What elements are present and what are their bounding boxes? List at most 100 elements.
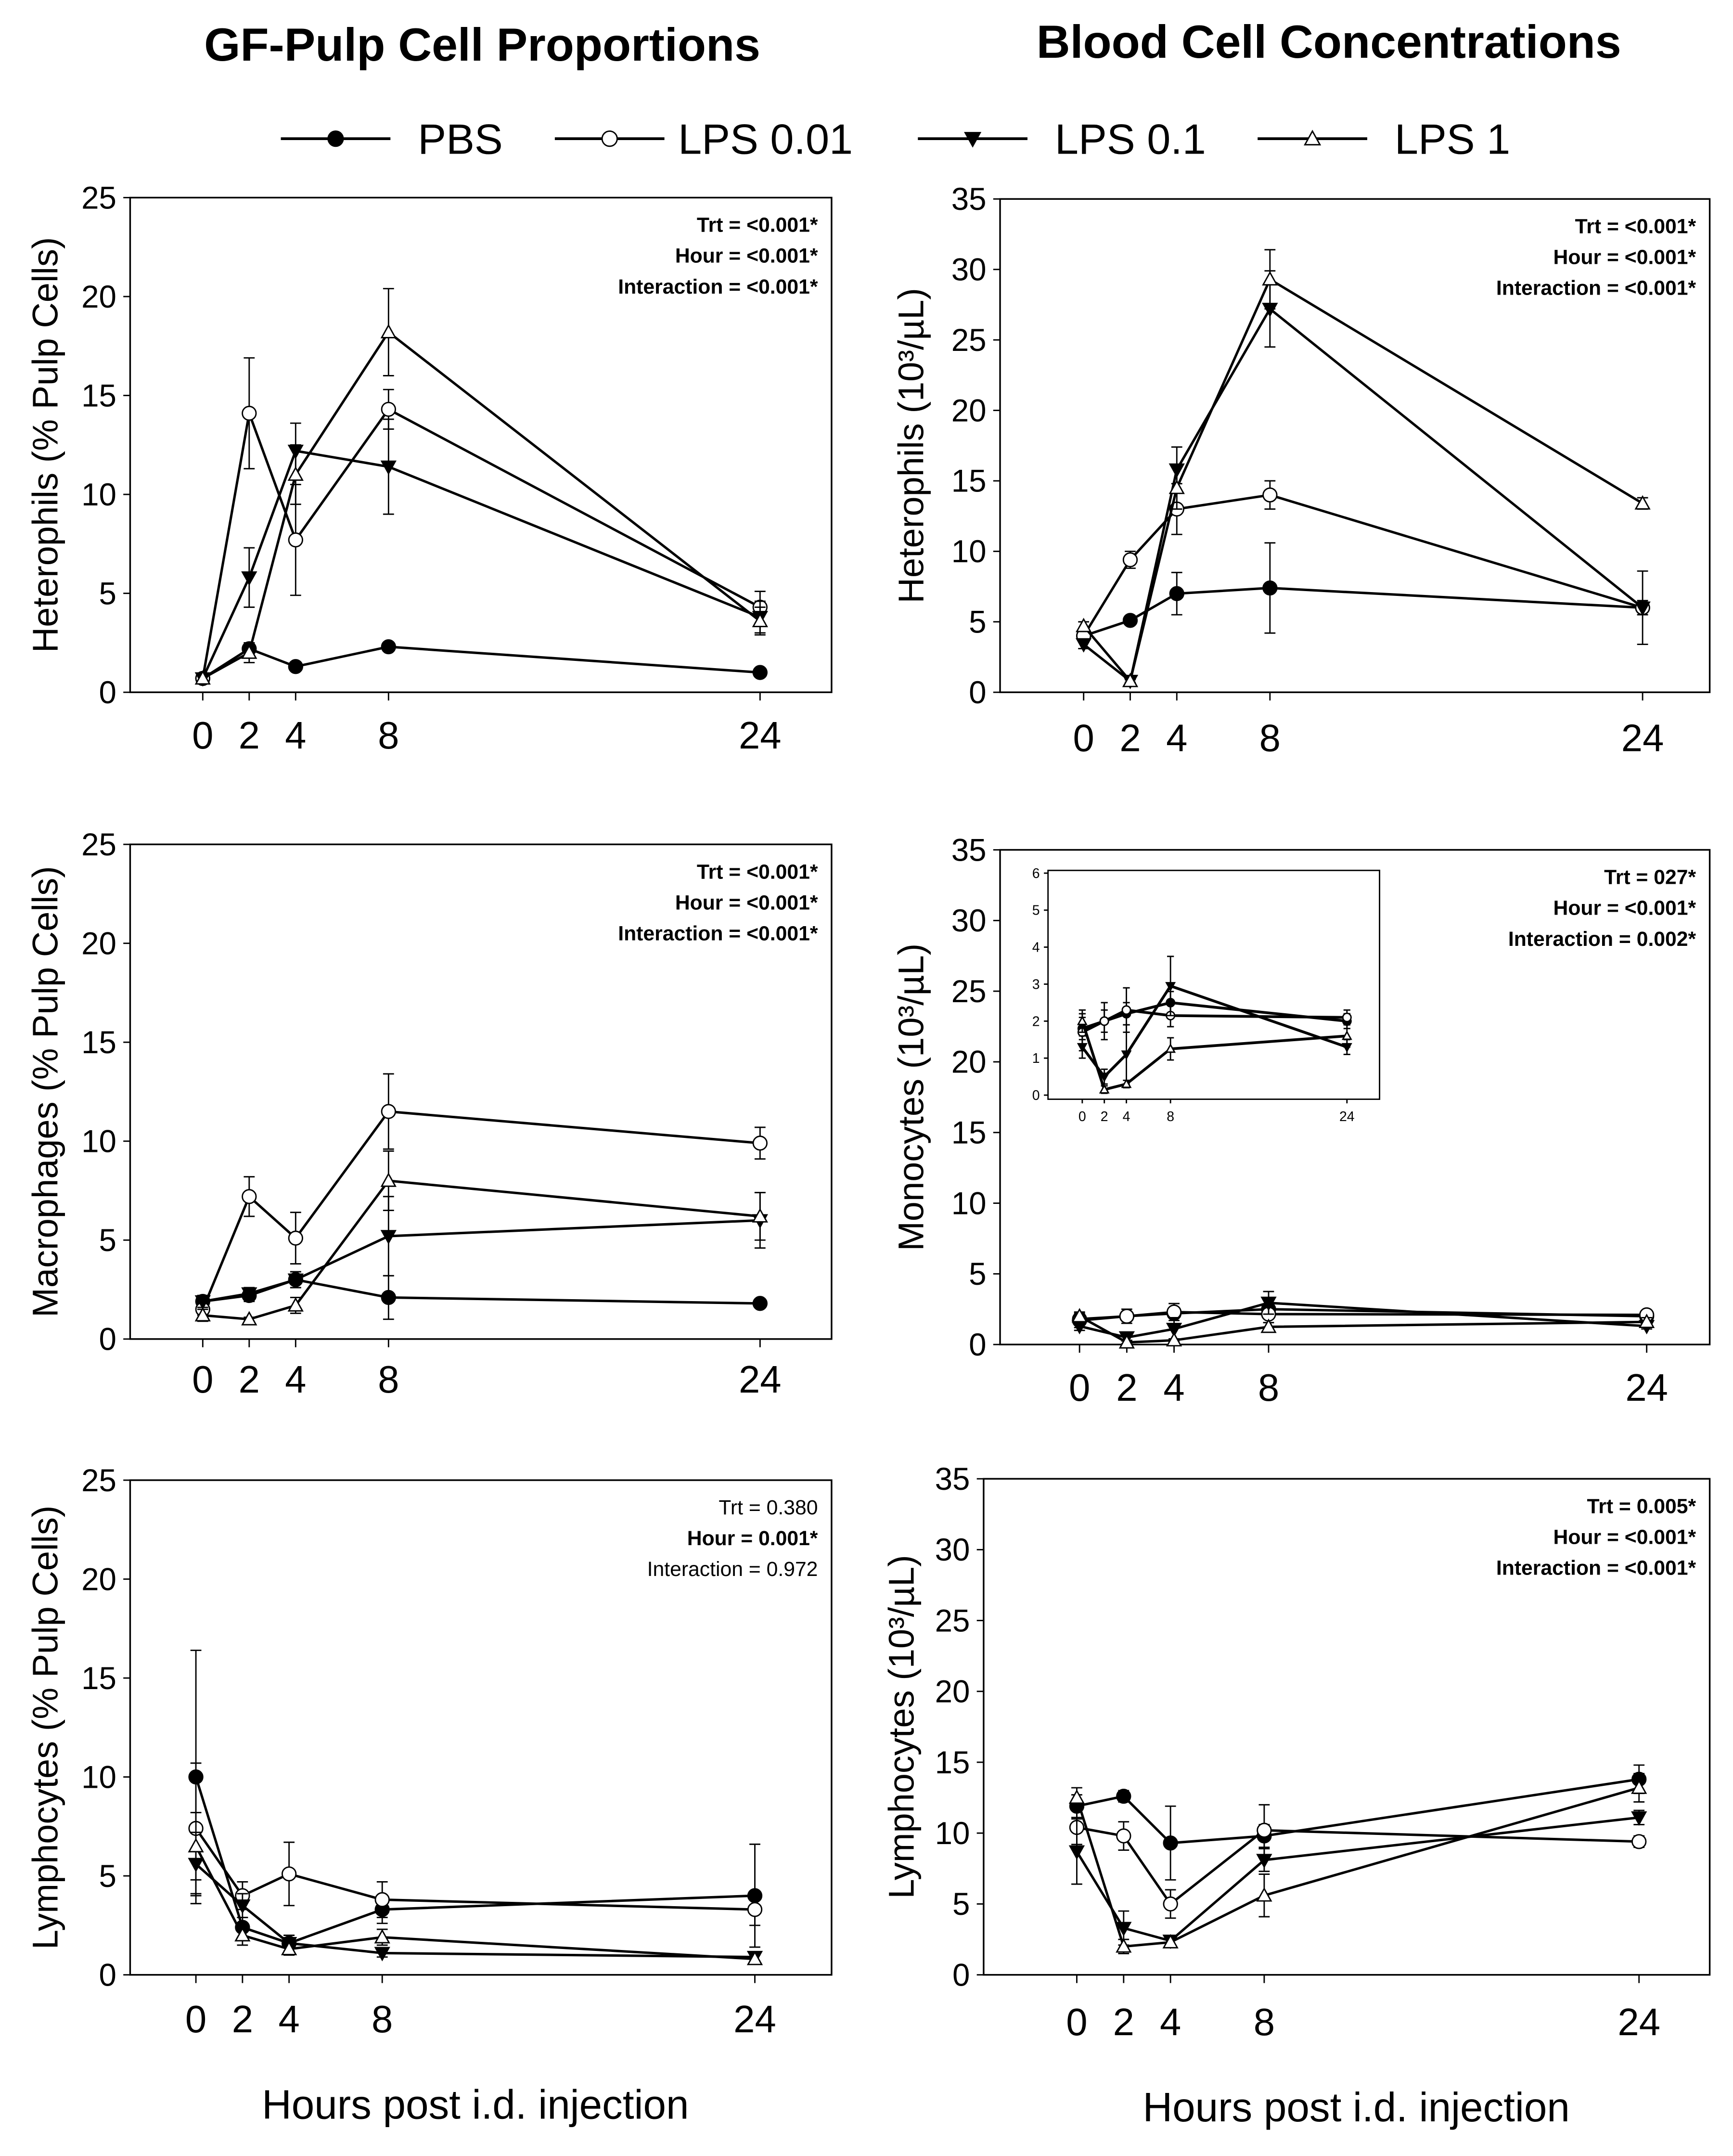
y-tick-label: 10 <box>935 1816 970 1851</box>
data-point <box>188 1838 204 1853</box>
data-point <box>1116 1828 1131 1844</box>
series-pbs <box>188 1650 763 1952</box>
plot-frame <box>129 843 833 1340</box>
legend-label: LPS 1 <box>1395 115 1510 163</box>
data-point <box>241 571 257 586</box>
data-point <box>1166 1332 1182 1347</box>
data-point <box>1634 495 1651 510</box>
data-point <box>1116 1938 1132 1953</box>
data-point <box>1634 601 1651 616</box>
series-lps-1 <box>1076 249 1651 687</box>
y-tick-label: 15 <box>935 1745 970 1780</box>
data-point <box>747 1902 763 1917</box>
data-point <box>1077 1043 1088 1053</box>
x-tick-label: 8 <box>378 714 399 757</box>
data-point <box>381 639 396 655</box>
x-tick-label: 2 <box>239 714 260 757</box>
y-axis-label: Macrophages (% Pulp Cells) <box>26 866 65 1317</box>
x-tick-label: 4 <box>1163 1366 1184 1409</box>
y-tick-label: 20 <box>81 279 116 314</box>
y-tick-label: 15 <box>951 464 987 499</box>
data-point <box>380 460 397 475</box>
legend-marker-triangle-up-open-icon <box>1304 129 1322 146</box>
series-line <box>1082 277 1643 684</box>
y-tick-label: 0 <box>99 1322 116 1357</box>
x-tick-label: 4 <box>1166 717 1187 760</box>
x-tick-label: 8 <box>372 1998 393 2040</box>
y-tick-label: 5 <box>952 1886 970 1922</box>
x-tick-label: 24 <box>1617 2001 1660 2043</box>
inset-x-tick-label: 2 <box>1101 1109 1108 1124</box>
y-tick-label: 25 <box>951 323 987 358</box>
stat-annotation: Hour = <0.001* <box>675 245 818 268</box>
inset-x-tick-label: 8 <box>1167 1109 1174 1124</box>
legend-marker-triangle-down-filled-icon <box>964 132 982 148</box>
data-point <box>234 1899 251 1914</box>
data-point <box>1256 1854 1272 1869</box>
inset-y-tick-label: 5 <box>1032 903 1040 918</box>
series-line <box>1079 1301 1647 1339</box>
series-line <box>202 646 760 680</box>
y-tick-label: 0 <box>952 1957 970 1992</box>
data-point <box>194 670 211 685</box>
right-column-title: Blood Cell Concentrations <box>1037 15 1621 68</box>
y-tick-label: 0 <box>969 1327 986 1362</box>
data-point <box>1122 613 1138 628</box>
x-tick-label: 24 <box>1621 717 1664 760</box>
y-tick-label: 20 <box>951 1045 987 1080</box>
data-point <box>281 1866 297 1882</box>
x-tick-label: 2 <box>239 1358 260 1401</box>
data-point <box>1068 1789 1085 1804</box>
y-tick-label: 30 <box>935 1532 970 1567</box>
data-point <box>380 1172 397 1187</box>
inset-frame <box>1047 869 1380 1100</box>
series-lps-0-01 <box>188 1762 763 1926</box>
series-lps-0-01 <box>195 357 768 686</box>
y-tick-label: 35 <box>935 1461 970 1497</box>
y-tick-label: 5 <box>969 605 986 640</box>
data-point <box>374 1947 390 1962</box>
data-point <box>1631 1779 1647 1794</box>
y-tick-label: 25 <box>81 1463 116 1498</box>
plot-frame <box>129 1479 833 1976</box>
legend: PBS LPS 0.01 LPS 0.1 LPS 1 <box>281 115 1510 163</box>
series-lps-0-1 <box>1076 270 1651 689</box>
data-point <box>1260 1296 1277 1311</box>
data-point <box>1257 1822 1272 1838</box>
series-lps-1 <box>1077 1009 1352 1094</box>
stat-annotation: Hour = <0.001* <box>1553 897 1696 920</box>
data-point <box>241 1311 257 1326</box>
y-tick-label: 15 <box>81 1661 116 1696</box>
data-point <box>287 1273 304 1288</box>
series-lps-0-01 <box>195 1073 768 1317</box>
stat-annotation: Interaction = <0.001* <box>618 922 818 945</box>
inset-x-tick-label: 4 <box>1123 1109 1130 1124</box>
data-point <box>287 1297 304 1312</box>
data-point <box>1169 586 1184 601</box>
plot-frame <box>999 198 1711 693</box>
stat-annotation: Interaction = 0.002* <box>1508 928 1696 951</box>
y-tick-label: 25 <box>935 1603 970 1638</box>
legend-marker-circle-open-icon <box>601 130 618 147</box>
plot-frame <box>983 1478 1711 1976</box>
data-point <box>288 659 303 674</box>
data-point <box>288 1230 303 1246</box>
data-point <box>374 1929 390 1944</box>
x-tick-label: 4 <box>285 1358 306 1401</box>
data-point <box>1165 1043 1176 1053</box>
y-axis-label: Heterophils (% Pulp Cells) <box>26 237 65 653</box>
x-tick-label: 24 <box>1625 1366 1668 1409</box>
series-line <box>1079 1311 1647 1322</box>
data-point <box>241 644 257 659</box>
data-point <box>1071 1308 1088 1323</box>
data-point <box>381 401 396 417</box>
data-point <box>1162 1934 1179 1949</box>
data-point <box>194 1307 211 1322</box>
data-point <box>287 466 304 481</box>
x-tick-label: 8 <box>378 1358 399 1401</box>
data-point <box>1163 1835 1178 1851</box>
series-pbs <box>195 639 768 686</box>
